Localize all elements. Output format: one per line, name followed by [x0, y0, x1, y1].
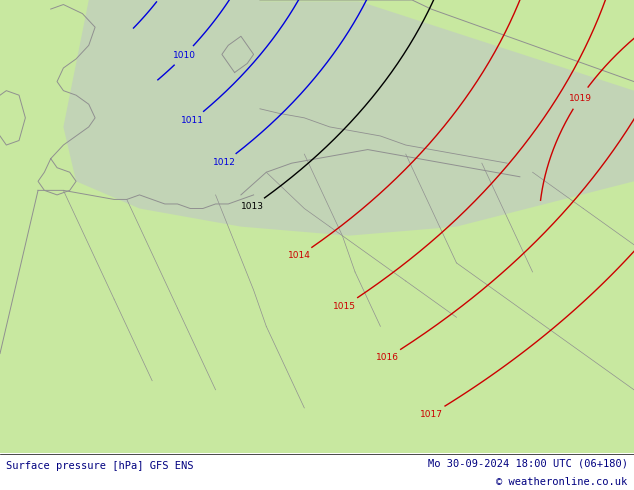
Text: © weatheronline.co.uk: © weatheronline.co.uk — [496, 477, 628, 487]
Text: 1012: 1012 — [213, 158, 236, 167]
Text: 1014: 1014 — [288, 251, 311, 260]
Text: 1013: 1013 — [241, 202, 264, 211]
Text: 1015: 1015 — [333, 302, 356, 311]
Text: 1011: 1011 — [181, 116, 204, 125]
Text: 1019: 1019 — [569, 94, 592, 102]
Text: Surface pressure [hPa] GFS ENS: Surface pressure [hPa] GFS ENS — [6, 461, 194, 471]
Text: Mo 30-09-2024 18:00 UTC (06+180): Mo 30-09-2024 18:00 UTC (06+180) — [428, 459, 628, 468]
Polygon shape — [63, 0, 634, 236]
Text: 1010: 1010 — [172, 51, 195, 60]
Text: 1016: 1016 — [376, 353, 399, 363]
Text: 1017: 1017 — [420, 410, 443, 419]
